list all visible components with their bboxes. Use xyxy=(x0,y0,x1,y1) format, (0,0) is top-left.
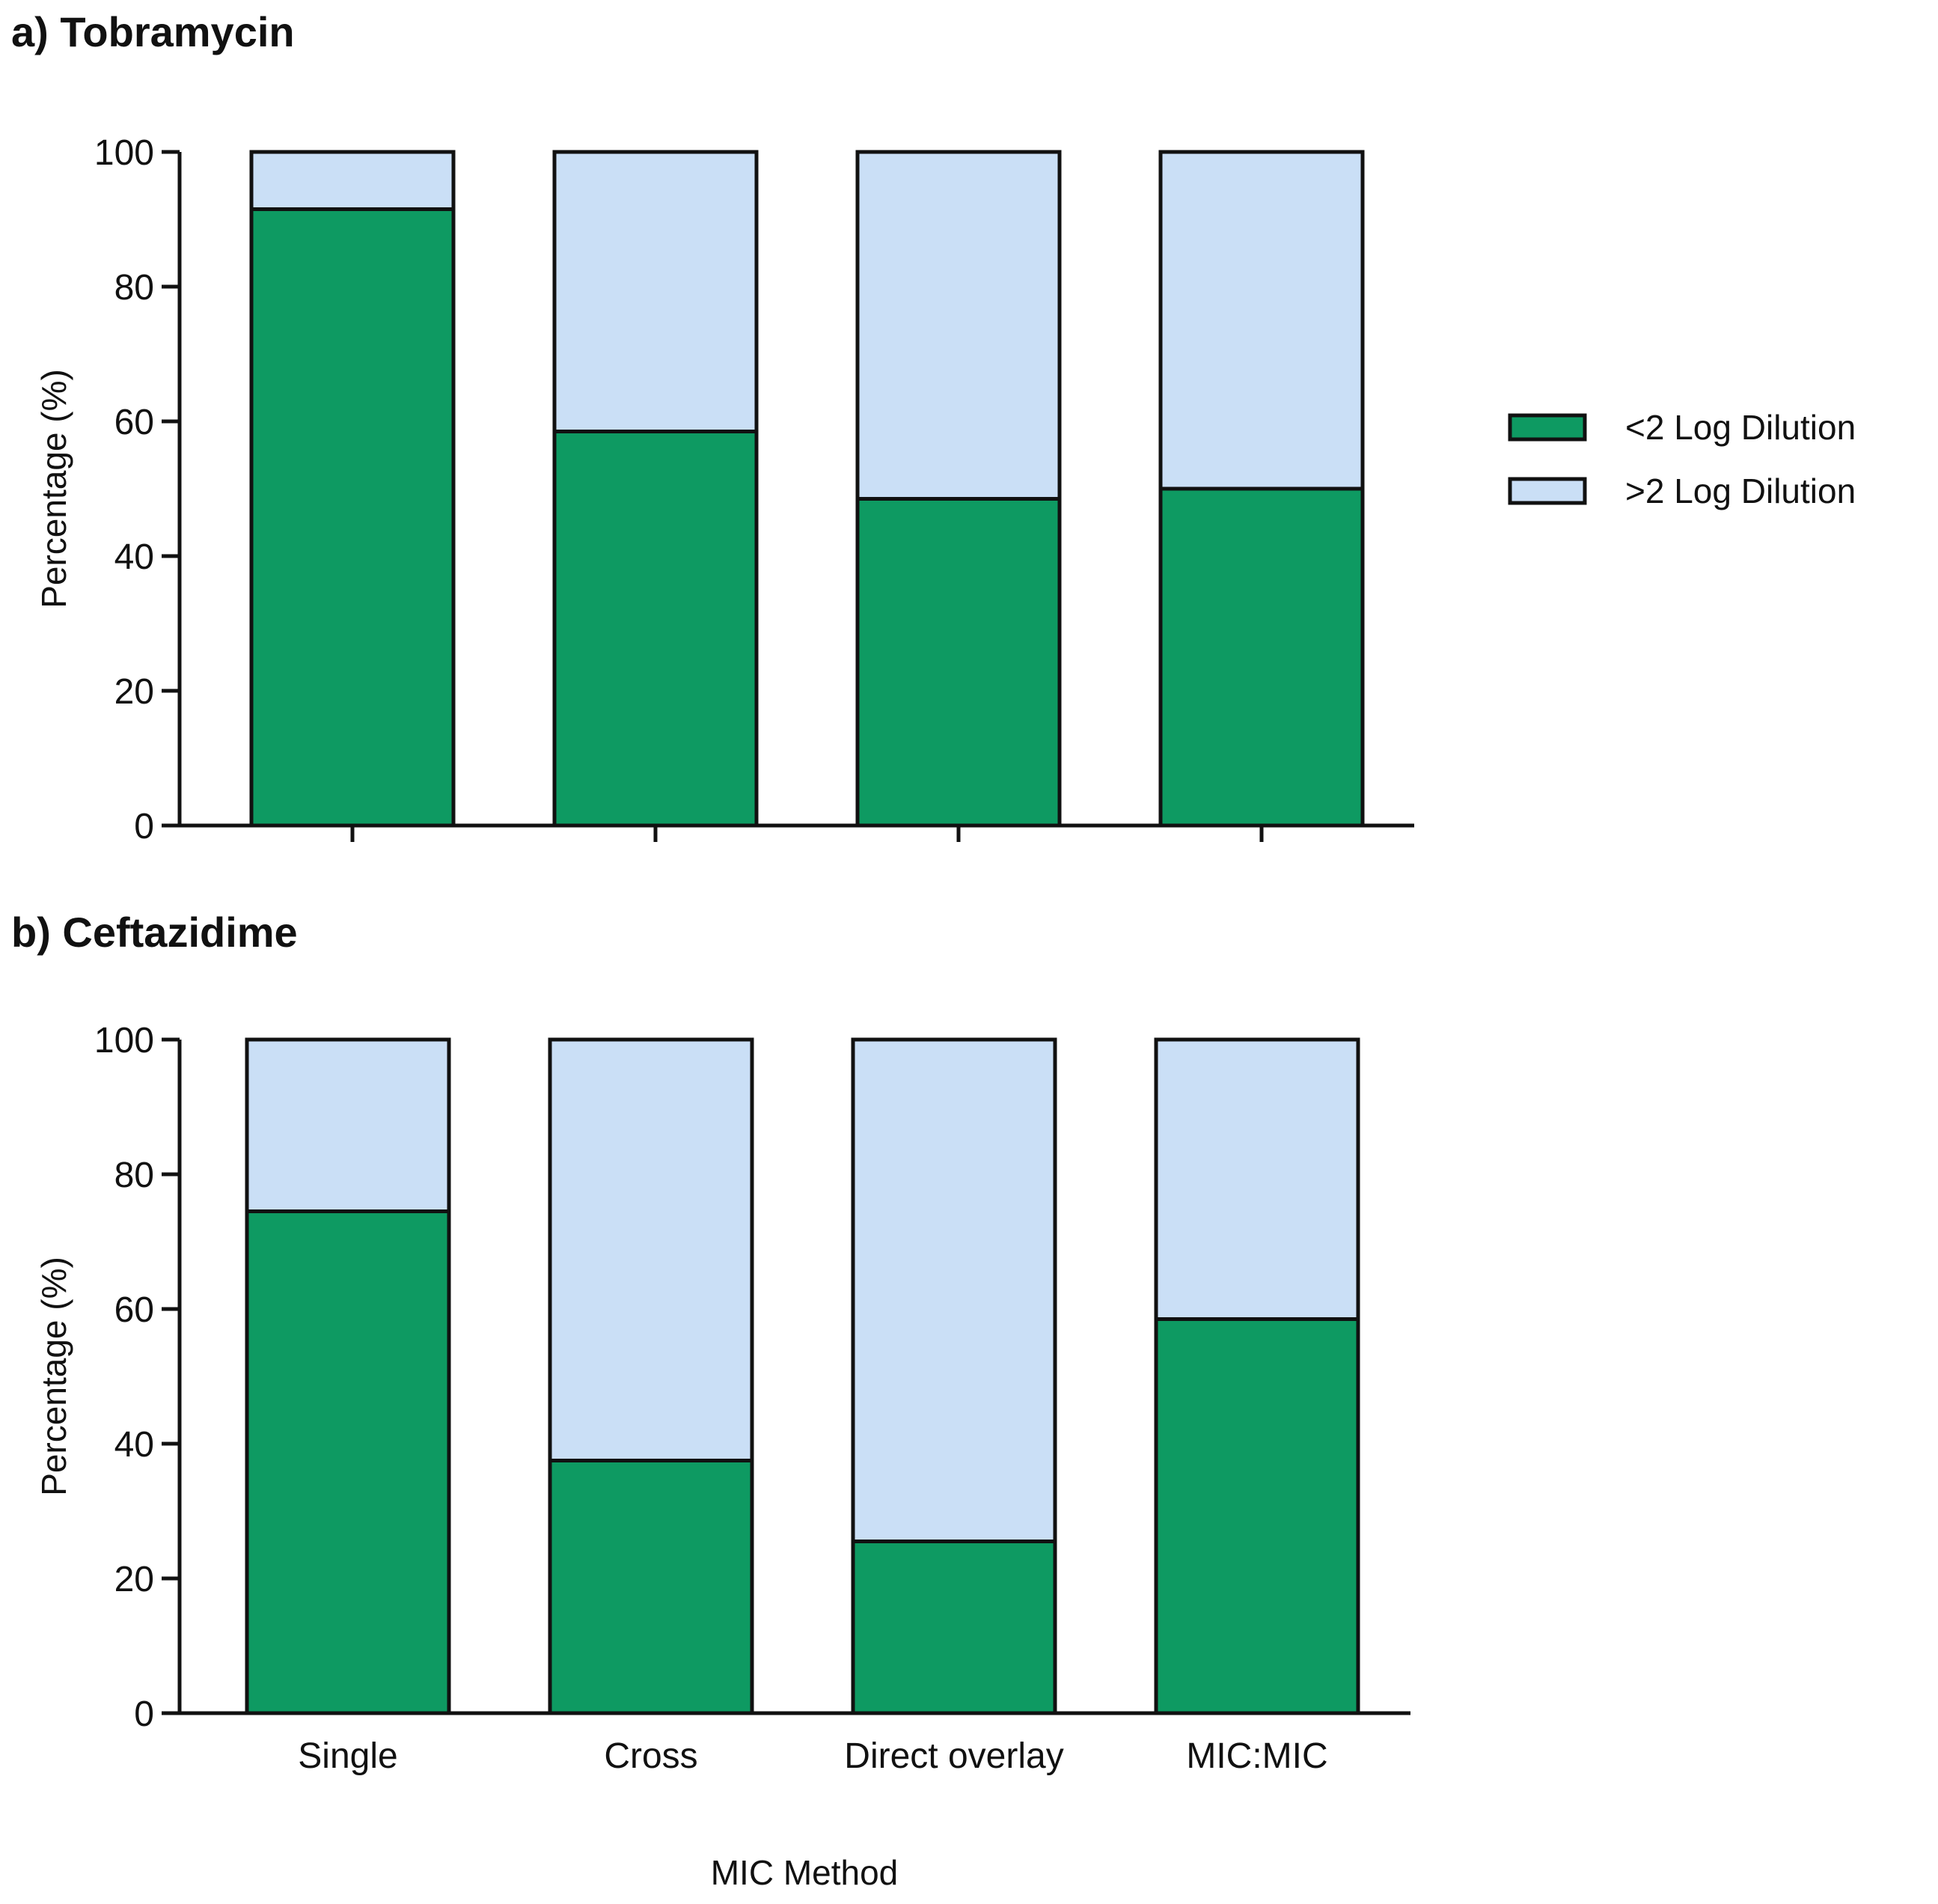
x-category-label: MIC:MIC xyxy=(1186,1736,1327,1776)
legend-label: >2 Log Dilution xyxy=(1625,472,1856,510)
y-tick-label: 0 xyxy=(134,1694,154,1734)
bar-segment-lt2 xyxy=(249,207,456,828)
chart-panel-b: b) Ceftazidime 0 20 40 60 80 100 Single Cross Dir… xyxy=(11,909,1410,1892)
bar-group-mic-mic xyxy=(1158,150,1365,828)
bar-segment-lt2 xyxy=(1154,1317,1360,1715)
legend-label: <2 Log Dilution xyxy=(1625,408,1856,447)
x-category-label: Direct overlay xyxy=(844,1736,1063,1776)
x-category-label: Single xyxy=(298,1736,397,1776)
legend-item: >2 Log Dilution xyxy=(1508,472,1856,510)
bar-segment-lt2 xyxy=(245,1209,451,1715)
panel-title: a) Tobramycin xyxy=(11,8,295,55)
y-tick-label: 40 xyxy=(114,1425,154,1465)
panel-title: b) Ceftazidime xyxy=(11,909,298,956)
bar-segment-gt2 xyxy=(1154,1037,1360,1321)
y-tick-label: 80 xyxy=(114,268,154,308)
y-tick-label: 20 xyxy=(114,672,154,712)
legend-swatch xyxy=(1508,413,1587,442)
bar-segment-gt2 xyxy=(249,150,456,211)
bar-segment-lt2 xyxy=(1158,486,1365,828)
y-tick-label: 80 xyxy=(114,1156,154,1195)
bar-segment-lt2 xyxy=(548,1459,754,1715)
bar-group-single xyxy=(245,1037,451,1715)
y-tick-label: 40 xyxy=(114,537,154,577)
y-tick-label: 60 xyxy=(114,1290,154,1330)
bar-segment-gt2 xyxy=(855,150,1062,501)
y-tick-label: 20 xyxy=(114,1560,154,1599)
x-category-label: Cross xyxy=(604,1736,697,1776)
y-tick-label: 100 xyxy=(94,133,154,173)
bar-group-direct-overlay xyxy=(851,1037,1057,1715)
bar-segment-gt2 xyxy=(851,1037,1057,1543)
bar-segment-lt2 xyxy=(855,497,1062,828)
bar-segment-gt2 xyxy=(548,1037,754,1462)
bar-group-direct-overlay xyxy=(855,150,1062,828)
legend-item: <2 Log Dilution xyxy=(1508,408,1856,447)
y-tick-label: 60 xyxy=(114,403,154,442)
legend-swatch xyxy=(1508,477,1587,505)
bar-group-single xyxy=(249,150,456,828)
bar-segment-gt2 xyxy=(1158,150,1365,491)
y-axis-title: Percentage (%) xyxy=(34,369,73,608)
bar-segment-lt2 xyxy=(552,430,759,828)
y-axis-title: Percentage (%) xyxy=(34,1257,73,1496)
bar-group-cross xyxy=(548,1037,754,1715)
bar-group-mic-mic xyxy=(1154,1037,1360,1715)
chart-panel-a: a) Tobramycin 0 20 40 60 80 100 Percentage (%) xyxy=(11,8,1414,846)
bar-group-cross xyxy=(552,150,759,828)
bar-segment-lt2 xyxy=(851,1540,1057,1715)
legend: <2 Log Dilution >2 Log Dilution xyxy=(1508,408,1856,510)
bar-segment-gt2 xyxy=(245,1037,451,1213)
y-tick-label: 100 xyxy=(94,1021,154,1061)
bar-segment-gt2 xyxy=(552,150,759,433)
y-tick-label: 0 xyxy=(134,807,154,846)
x-axis-title: MIC Method xyxy=(711,1853,899,1892)
